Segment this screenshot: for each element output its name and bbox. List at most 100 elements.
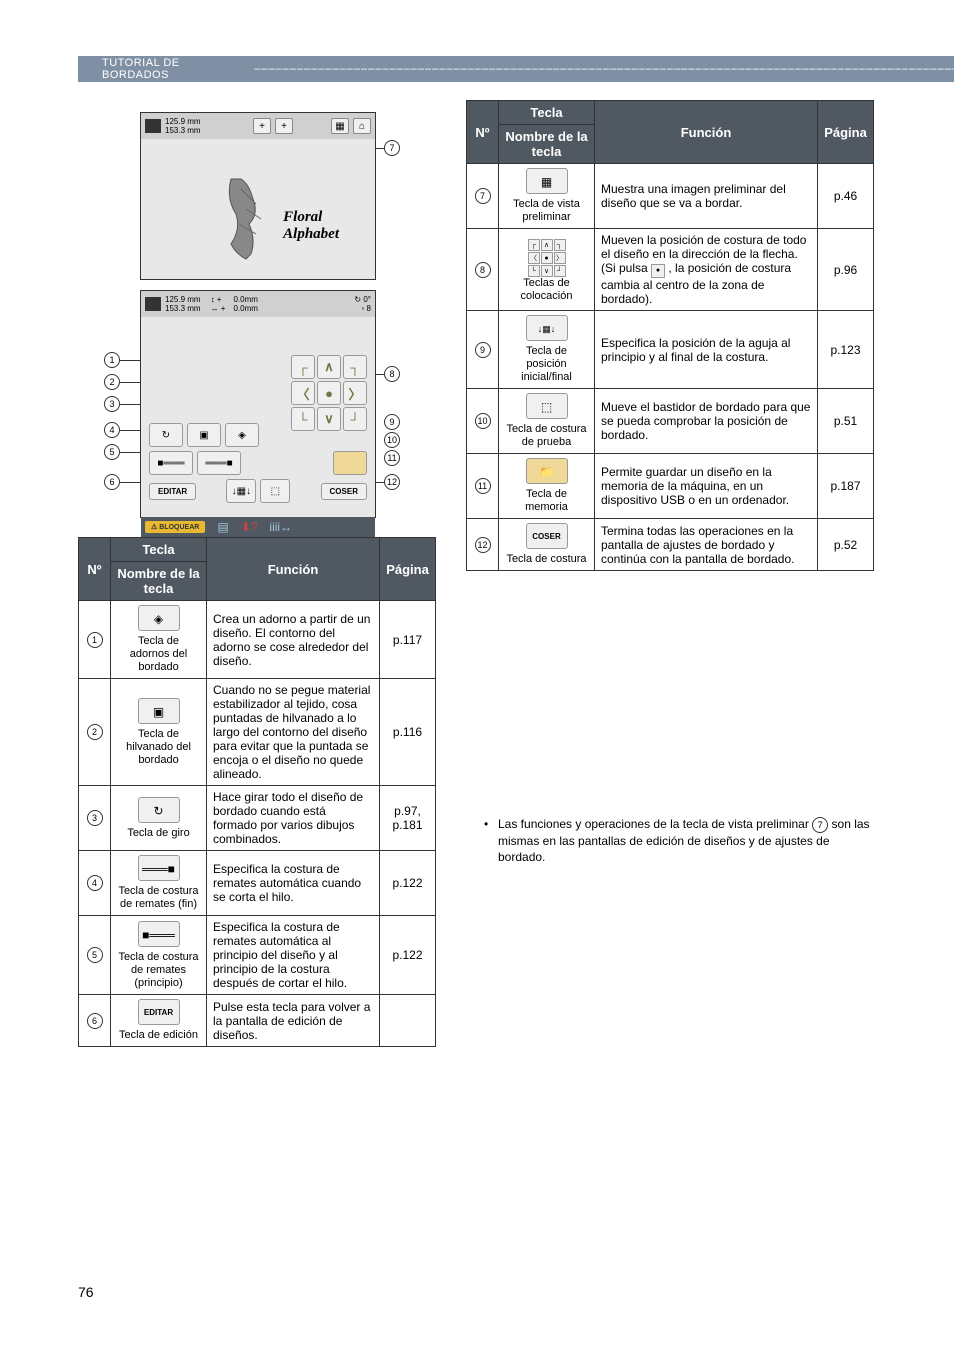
callout-9: 9	[384, 414, 400, 430]
row-number: 10	[467, 389, 499, 454]
coser-btn[interactable]: COSER	[321, 483, 367, 500]
home-btn[interactable]: ⌂	[353, 118, 371, 134]
tecla-cell: COSERTecla de costura	[499, 519, 595, 571]
arrow-n[interactable]: ∧	[317, 355, 341, 379]
arrow-e[interactable]: 〉	[343, 381, 367, 405]
page-cell: p.51	[818, 389, 874, 454]
reference-table-1: Nº Tecla Función Página Nombre de la tec…	[78, 537, 436, 1047]
trial-btn[interactable]: ⬚	[260, 479, 290, 503]
function-cell: Hace girar todo el diseño de bordado cua…	[207, 786, 380, 851]
trim-end-btn[interactable]: ═══■	[197, 451, 241, 475]
device-screen-preview: 125.9 mm 153.3 mm + + ▦ ⌂ Floral Alphabe…	[140, 112, 376, 280]
frame-icon	[145, 119, 161, 133]
function-cell: Mueve el bastidor de bordado para que se…	[595, 389, 818, 454]
embroidery-design	[211, 169, 281, 269]
function-cell: Especifica la costura de remates automát…	[207, 916, 380, 995]
rotate-val: 0°	[363, 295, 371, 304]
callout-line	[376, 148, 384, 149]
function-cell: Termina todas las operaciones en la pant…	[595, 519, 818, 571]
tecla-cell: ↻Tecla de giro	[111, 786, 207, 851]
design-label: Floral Alphabet	[283, 209, 339, 243]
arrow-nw[interactable]: ┌	[291, 355, 315, 379]
table-row: 3↻Tecla de giroHace girar todo el diseño…	[79, 786, 436, 851]
table-row: 7▦Tecla de vista preliminarMuestra una i…	[467, 164, 874, 229]
frame-icon-2	[145, 297, 161, 311]
page-cell: p.116	[380, 679, 436, 786]
arrow-sw[interactable]: └	[291, 407, 315, 431]
callout-10: 10	[384, 432, 400, 448]
device-screen-edit: 125.9 mm 153.3 mm ↕ +↔ + 0.0mm 0.0mm ↻ 0…	[140, 290, 376, 518]
preview-btn[interactable]: ▦	[331, 118, 349, 134]
th-no: Nº	[79, 538, 111, 601]
dim-height: 153.3 mm	[165, 126, 201, 135]
arrow-se[interactable]: ┘	[343, 407, 367, 431]
table-row: 1◈Tecla de adornos del bordadoCrea un ad…	[79, 601, 436, 679]
footer-icon-2[interactable]: ⬇?	[241, 520, 258, 534]
callout-line	[120, 482, 140, 483]
callout-line	[120, 382, 140, 383]
page-cell	[380, 995, 436, 1047]
table-row: 2▣Tecla de hilvanado del bordadoCuando n…	[79, 679, 436, 786]
plus-btn-2[interactable]: +	[275, 118, 293, 134]
row-number: 3	[79, 786, 111, 851]
header-title: TUTORIAL DE BORDADOS	[102, 57, 246, 81]
tecla-cell: ◈Tecla de adornos del bordado	[111, 601, 207, 679]
page-cell: p.96	[818, 229, 874, 311]
arrow-w[interactable]: 〈	[291, 381, 315, 405]
info-bar-1: 125.9 mm 153.3 mm + + ▦ ⌂	[141, 113, 375, 139]
info-bar-2: 125.9 mm 153.3 mm ↕ +↔ + 0.0mm 0.0mm ↻ 0…	[141, 291, 375, 317]
arrow-ne[interactable]: ┐	[343, 355, 367, 379]
tecla-cell: 📁Tecla de memoria	[499, 454, 595, 519]
arrow-center[interactable]: ●	[317, 381, 341, 405]
function-cell: Pulse esta tecla para volver a la pantal…	[207, 995, 380, 1047]
callout-1: 1	[104, 352, 120, 368]
trim-start-btn[interactable]: ■═══	[149, 451, 193, 475]
count-val: 8	[367, 304, 371, 313]
callout-7: 7	[384, 140, 400, 156]
callout-4: 4	[104, 422, 120, 438]
footer-icon-1[interactable]: ▤	[217, 520, 228, 534]
function-cell: Especifica la costura de remates automát…	[207, 851, 380, 916]
screen-footer: ⚠ BLOQUEAR ▤ ⬇? iiii↔	[141, 517, 375, 537]
th-nombre: Nombre de la tecla	[111, 562, 207, 601]
row-number: 4	[79, 851, 111, 916]
table-row: 10⬚Tecla de costura de pruebaMueve el ba…	[467, 389, 874, 454]
page-cell: p.46	[818, 164, 874, 229]
move-x: 0.0mm	[233, 295, 257, 304]
callout-12: 12	[384, 474, 400, 490]
callout-11: 11	[384, 450, 400, 466]
th-funcion: Función	[207, 538, 380, 601]
callout-line	[376, 482, 384, 483]
callout-line	[376, 374, 384, 375]
rotate-icon-btn[interactable]: ↻	[149, 423, 183, 447]
footer-icon-3[interactable]: iiii↔	[269, 520, 292, 534]
callout-3: 3	[104, 396, 120, 412]
callout-6: 6	[104, 474, 120, 490]
row-number: 1	[79, 601, 111, 679]
callout-2: 2	[104, 374, 120, 390]
basting-icon-btn[interactable]: ▣	[187, 423, 221, 447]
tecla-cell: ■═══Tecla de costura de remates (princip…	[111, 916, 207, 995]
tecla-cell: ▦Tecla de vista preliminar	[499, 164, 595, 229]
plus-btn-1[interactable]: +	[253, 118, 271, 134]
function-cell: Mueven la posición de costura de todo el…	[595, 229, 818, 311]
tecla-cell: ┌∧┐〈●〉└∨┘Teclas de colocación	[499, 229, 595, 311]
editar-btn[interactable]: EDITAR	[149, 483, 196, 500]
row-number: 5	[79, 916, 111, 995]
needle-pos-btn[interactable]: ↓▦↓	[226, 479, 256, 503]
move-y: 0.0mm	[233, 304, 257, 313]
callout-line	[120, 360, 140, 361]
lock-btn[interactable]: ⚠ BLOQUEAR	[145, 521, 205, 533]
function-cell: Permite guardar un diseño en la memoria …	[595, 454, 818, 519]
applique-icon-btn[interactable]: ◈	[225, 423, 259, 447]
dim-width: 125.9 mm	[165, 117, 201, 126]
memory-folder-btn[interactable]	[333, 451, 367, 475]
page-cell: p.122	[380, 916, 436, 995]
callout-line	[120, 404, 140, 405]
header-dashes: ––––––––––––––––––––––––––––––––––––––––…	[254, 63, 954, 75]
function-cell: Muestra una imagen preliminar del diseño…	[595, 164, 818, 229]
table-row: 12COSERTecla de costuraTermina todas las…	[467, 519, 874, 571]
th-tecla: Tecla	[111, 538, 207, 562]
row-number: 11	[467, 454, 499, 519]
arrow-s[interactable]: ∨	[317, 407, 341, 431]
